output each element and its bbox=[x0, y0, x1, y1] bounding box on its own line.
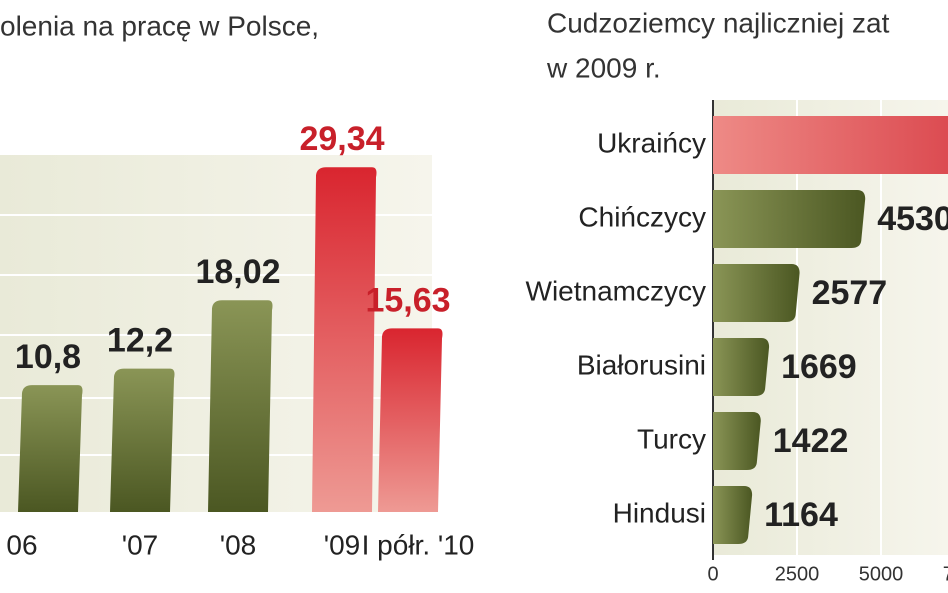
bar bbox=[312, 167, 377, 512]
y-tick-label: Hindusi bbox=[613, 497, 706, 528]
bar bbox=[378, 328, 443, 512]
value-label: 1669 bbox=[781, 348, 857, 386]
bar bbox=[208, 300, 273, 512]
bar bbox=[110, 368, 175, 512]
x-tick-label: '08 bbox=[220, 529, 257, 560]
y-tick-label: Ukraińcy bbox=[597, 127, 706, 158]
x-tick-label: '07 bbox=[122, 529, 159, 560]
bar bbox=[713, 116, 948, 174]
x-tick-label: 06 bbox=[6, 529, 37, 560]
x-tick-label: 0 bbox=[707, 563, 718, 585]
bar bbox=[713, 190, 866, 248]
y-tick-label: Chińczycy bbox=[578, 201, 706, 232]
value-label: 29,34 bbox=[299, 120, 384, 158]
bar bbox=[713, 486, 753, 544]
bar bbox=[713, 264, 800, 322]
x-tick-label: 5000 bbox=[859, 563, 904, 585]
x-tick-label: '09 bbox=[324, 529, 361, 560]
value-label: 4530 bbox=[877, 200, 948, 238]
x-tick-label: I półr. '10 bbox=[362, 529, 475, 560]
plot-background bbox=[713, 100, 948, 555]
value-label: 12,2 bbox=[107, 322, 173, 360]
value-label: 18,02 bbox=[195, 253, 280, 291]
bar bbox=[713, 412, 761, 470]
value-label: 10,8 bbox=[15, 338, 81, 376]
x-tick-label: 2500 bbox=[775, 563, 820, 585]
chart-title: olenia na pracę w Polsce, bbox=[0, 10, 319, 41]
value-label: 1422 bbox=[773, 422, 849, 460]
bar bbox=[713, 338, 770, 396]
x-tick-label: 7500 bbox=[943, 563, 948, 585]
chart-title: Cudzoziemcy najliczniej zat bbox=[547, 7, 890, 38]
y-tick-label: Turcy bbox=[637, 423, 706, 454]
y-tick-label: Białorusini bbox=[577, 349, 706, 380]
bar bbox=[18, 385, 83, 512]
y-tick-label: Wietnamczycy bbox=[526, 275, 706, 306]
value-label: 2577 bbox=[812, 274, 888, 312]
value-label: 15,63 bbox=[365, 281, 450, 319]
value-label: 1164 bbox=[764, 496, 838, 534]
chart-subtitle: w 2009 r. bbox=[546, 52, 661, 83]
